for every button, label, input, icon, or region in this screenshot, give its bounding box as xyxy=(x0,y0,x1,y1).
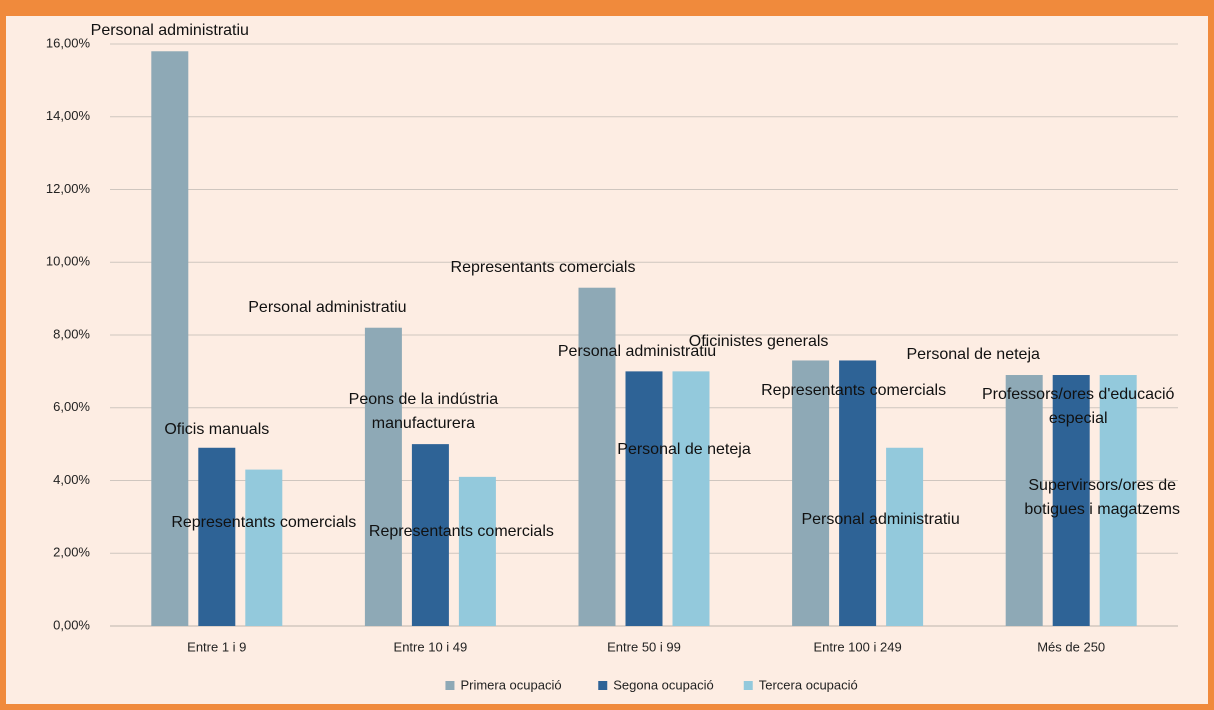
legend-label: Primera ocupació xyxy=(460,677,561,692)
y-tick-label: 16,00% xyxy=(46,35,91,50)
frame-bottom xyxy=(0,704,1214,710)
y-tick-label: 6,00% xyxy=(53,399,90,414)
data-label: Supervirsors/ores de botigues i magatzem… xyxy=(1024,477,1180,518)
bar xyxy=(1005,375,1043,626)
legend-label: Segona ocupació xyxy=(613,677,713,692)
x-tick-label: Més de 250 xyxy=(1037,639,1105,654)
frame-right xyxy=(1208,0,1214,710)
bar xyxy=(1099,375,1137,626)
bar xyxy=(458,476,496,626)
bar xyxy=(792,360,830,626)
x-tick-label: Entre 10 i 49 xyxy=(394,639,468,654)
y-tick-label: 4,00% xyxy=(53,472,90,487)
frame-left xyxy=(0,0,6,710)
data-label: Representants comercials xyxy=(761,382,947,399)
y-tick-label: 14,00% xyxy=(46,108,91,123)
data-label: Professors/ores d'educació especial xyxy=(981,386,1175,427)
bar xyxy=(625,371,663,626)
data-label: Peons de la indústria manufacturera xyxy=(348,391,499,432)
header-band xyxy=(0,0,1214,16)
legend-label: Tercera ocupació xyxy=(759,677,858,692)
x-tick-label: Entre 1 i 9 xyxy=(187,639,246,654)
x-tick-label: Entre 50 i 99 xyxy=(607,639,681,654)
data-label: Oficinistes generals xyxy=(688,333,829,350)
y-tick-label: 0,00% xyxy=(53,617,90,632)
bar xyxy=(198,447,236,626)
bar xyxy=(364,327,402,626)
data-label: Personal administratiu xyxy=(248,299,407,316)
bar xyxy=(839,360,877,626)
x-tick-label: Entre 100 i 249 xyxy=(814,639,902,654)
data-label: Representants comercials xyxy=(450,259,636,276)
y-tick-label: 10,00% xyxy=(46,254,91,269)
data-label: Personal administratiu xyxy=(90,22,249,39)
bar xyxy=(411,444,449,626)
y-tick-label: 8,00% xyxy=(53,326,90,341)
data-label: Personal de neteja xyxy=(906,346,1040,363)
data-label: Representants comercials xyxy=(368,523,554,540)
legend-swatch xyxy=(445,681,455,690)
bar xyxy=(578,287,616,626)
data-label: Representants comercials xyxy=(171,514,357,531)
bar xyxy=(151,51,189,626)
bar xyxy=(886,447,924,626)
data-label: Oficis manuals xyxy=(164,421,270,438)
bar xyxy=(245,469,283,626)
data-label: Personal administratiu xyxy=(557,343,717,360)
data-label: Personal administratiu xyxy=(801,511,960,528)
bar xyxy=(1052,375,1090,626)
legend-swatch xyxy=(598,681,608,690)
y-tick-label: 2,00% xyxy=(53,545,90,560)
y-tick-label: 12,00% xyxy=(46,181,91,196)
legend-swatch xyxy=(743,681,753,690)
data-label: Personal de neteja xyxy=(617,441,751,458)
bar xyxy=(672,371,710,626)
